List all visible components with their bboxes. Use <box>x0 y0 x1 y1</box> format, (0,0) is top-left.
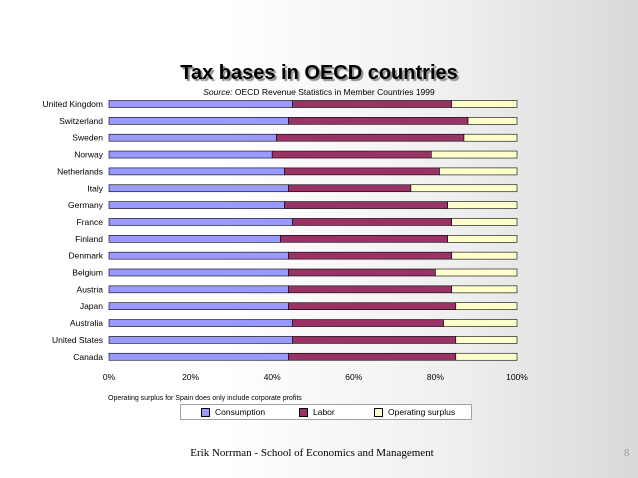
bar-germany-consumption <box>108 201 285 209</box>
legend-swatch-labor <box>299 407 308 417</box>
bar-united-kingdom-labor <box>292 100 453 108</box>
category-label-netherlands: Netherlands <box>57 166 103 176</box>
bar-australia-operating-surplus <box>443 319 518 327</box>
x-tick-0: 0% <box>103 372 116 382</box>
category-label-belgium: Belgium <box>72 268 103 278</box>
bar-norway-consumption <box>108 150 273 159</box>
category-label-japan: Japan <box>80 301 103 311</box>
x-tick-2: 40% <box>264 372 281 382</box>
category-label-denmark: Denmark <box>69 251 104 261</box>
bar-netherlands-labor <box>284 167 440 176</box>
chart-legend: Consumption Labor Operating surplus <box>180 404 472 420</box>
category-label-finland: Finland <box>75 234 103 244</box>
legend-swatch-consumption <box>201 407 210 417</box>
category-label-switzerland: Switzerland <box>59 116 103 126</box>
bar-finland-consumption <box>108 235 281 243</box>
legend-label-consumption: Consumption <box>215 407 266 417</box>
bar-denmark-labor <box>288 251 453 260</box>
bar-france-labor <box>292 218 453 226</box>
category-label-canada: Canada <box>73 352 103 362</box>
bar-japan-labor <box>288 302 457 311</box>
bar-canada-operating-surplus <box>455 352 518 361</box>
bar-switzerland-operating-surplus <box>467 117 518 125</box>
bar-netherlands-operating-surplus <box>439 167 518 176</box>
category-label-united-kingdom: United Kingdom <box>43 99 103 109</box>
chart-subtitle: Source: OECD Revenue Statistics in Membe… <box>0 87 638 97</box>
bar-united-states-operating-surplus <box>455 336 518 344</box>
bar-italy-consumption <box>108 184 289 193</box>
legend-item-labor: Labor <box>299 407 335 417</box>
bar-france-operating-surplus <box>451 218 518 226</box>
bar-switzerland-labor <box>288 117 469 125</box>
bar-germany-labor <box>284 201 448 209</box>
bar-austria-labor <box>288 285 453 294</box>
bar-italy-operating-surplus <box>410 184 518 193</box>
legend-item-operating-surplus: Operating surplus <box>374 407 455 417</box>
chart-title: Tax bases in OECD countries <box>180 62 458 84</box>
bar-italy-labor <box>288 184 412 193</box>
category-label-germany: Germany <box>68 200 104 210</box>
bar-belgium-consumption <box>108 268 289 277</box>
legend-swatch-operating-surplus <box>374 407 383 417</box>
category-label-australia: Australia <box>70 318 103 328</box>
bar-japan-consumption <box>108 302 289 311</box>
bar-finland-operating-surplus <box>447 235 518 243</box>
chart-footnote: Operating surplus for Spain does only in… <box>108 395 302 402</box>
bar-austria-consumption <box>108 285 289 294</box>
legend-item-consumption: Consumption <box>201 407 265 417</box>
stacked-bar-chart: United Kingdom Switzerland Sweden Norway Net… <box>43 99 529 382</box>
legend-label-labor: Labor <box>313 407 335 417</box>
bar-austria-operating-surplus <box>451 285 518 294</box>
bar-united-kingdom-operating-surplus <box>451 100 518 108</box>
x-tick-1: 20% <box>182 372 199 382</box>
category-label-united-states: United States <box>52 335 103 345</box>
bar-belgium-labor <box>288 268 436 277</box>
x-tick-labels: 0% 20% 40% 60% 80% 100% <box>103 372 528 382</box>
bar-canada-labor <box>288 352 457 361</box>
bar-denmark-consumption <box>108 251 289 260</box>
source-text: OECD Revenue Statistics in Member Countr… <box>234 87 435 97</box>
page-number: 8 <box>624 447 630 459</box>
bar-norway-operating-surplus <box>431 150 518 159</box>
bar-australia-consumption <box>108 319 293 327</box>
slide-footer: Erik Norrman - School of Economics and M… <box>190 447 434 459</box>
bar-sweden-operating-surplus <box>463 133 518 142</box>
bar-france-consumption <box>108 218 293 226</box>
bar-sweden-labor <box>275 133 465 142</box>
bar-switzerland-consumption <box>108 117 289 125</box>
category-label-sweden: Sweden <box>72 133 103 143</box>
bar-united-kingdom-consumption <box>108 100 293 108</box>
category-label-italy: Italy <box>87 183 103 193</box>
x-tick-5: 100% <box>506 372 528 382</box>
bar-group <box>108 100 518 361</box>
bar-norway-labor <box>271 150 432 159</box>
category-label-austria: Austria <box>77 284 104 294</box>
bar-australia-labor <box>292 319 444 327</box>
legend-label-operating-surplus: Operating surplus <box>388 407 456 417</box>
bar-united-states-labor <box>292 336 457 344</box>
source-label: Source: <box>203 87 233 97</box>
bar-finland-labor <box>280 235 448 243</box>
bar-netherlands-consumption <box>108 167 285 176</box>
category-label-norway: Norway <box>74 150 104 160</box>
x-tick-3: 60% <box>345 372 362 382</box>
bar-germany-operating-surplus <box>447 201 518 209</box>
bar-united-states-consumption <box>108 336 293 344</box>
category-label-france: France <box>77 217 104 227</box>
category-labels: United Kingdom Switzerland Sweden Norway Net… <box>43 99 104 362</box>
bar-sweden-consumption <box>108 133 277 142</box>
bar-denmark-operating-surplus <box>451 251 518 260</box>
x-tick-4: 80% <box>427 372 444 382</box>
bar-japan-operating-surplus <box>455 302 518 311</box>
bar-canada-consumption <box>108 352 289 361</box>
bar-belgium-operating-surplus <box>435 268 518 277</box>
